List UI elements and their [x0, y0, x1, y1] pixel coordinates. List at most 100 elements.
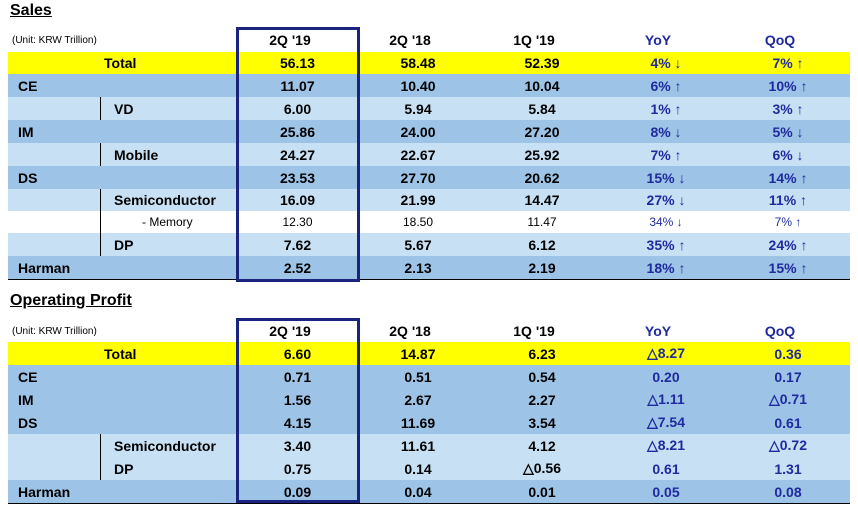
cell-yoy: 1% ↑	[650, 100, 682, 117]
cell-yoy: 8% ↓	[650, 123, 682, 140]
cell-2q19: 6.60	[283, 345, 312, 362]
table-row: - Memory 12.30 18.50 11.47 34% ↓ 7% ↑	[8, 211, 850, 234]
cell-yoy: 15% ↓	[646, 169, 686, 186]
indent-divider	[100, 97, 102, 120]
cell-2q18: 11.69	[400, 414, 436, 431]
cell-2q19: 11.07	[280, 77, 315, 94]
cell-1q19: 2.27	[528, 391, 556, 408]
sales-header-qoq: QoQ	[764, 32, 796, 48]
cell-2q19: 7.62	[283, 236, 312, 253]
table-row: DP 7.62 5.67 6.12 35% ↑ 24% ↑	[8, 233, 850, 257]
row-label: CE	[18, 368, 38, 385]
table-row: Total 6.60 14.87 6.23 △8.27 0.36	[8, 342, 850, 366]
cell-yoy: △8.21	[646, 437, 685, 453]
row-label: DP	[114, 236, 134, 253]
cell-qoq: 0.17	[774, 368, 802, 385]
cell-qoq: 10% ↑	[768, 77, 808, 94]
table-row: DP 0.75 0.14 △0.56 0.61 1.31	[8, 457, 850, 481]
cell-1q19: 0.01	[528, 483, 556, 500]
row-label: DS	[18, 169, 38, 186]
table-row: Semiconductor 16.09 21.99 14.47 27% ↓ 11% ↑	[8, 189, 850, 212]
indent-divider	[100, 457, 102, 480]
table-row: Total 56.13 58.48 52.39 4% ↓ 7% ↑	[8, 52, 850, 75]
cell-2q18: 0.51	[404, 368, 432, 385]
cell-qoq: 11% ↑	[768, 192, 808, 208]
op-header-qoq: QoQ	[764, 323, 796, 339]
cell-qoq: 7% ↑	[772, 55, 804, 71]
sales-unit: (Unit: KRW Trillion)	[12, 35, 97, 46]
cell-qoq: 3% ↑	[772, 100, 804, 117]
cell-2q18: 10.40	[400, 77, 436, 94]
cell-qoq: 14% ↑	[768, 169, 808, 186]
cell-1q19: 25.92	[524, 146, 560, 163]
row-label: Mobile	[114, 146, 159, 163]
cell-qoq: △0.72	[768, 437, 807, 453]
cell-qoq: 0.08	[774, 483, 802, 500]
sales-header-2q19: 2Q '19	[269, 32, 311, 48]
indent-divider	[100, 143, 102, 166]
cell-2q18: 0.04	[404, 483, 432, 500]
row-label: IM	[18, 123, 34, 140]
table-row: DS 23.53 27.70 20.62 15% ↓ 14% ↑	[8, 166, 850, 190]
cell-2q19: 0.71	[283, 368, 312, 385]
row-label: Harman	[18, 483, 71, 500]
table-row: IM 1.56 2.67 2.27 △1.11 △0.71	[8, 388, 850, 412]
cell-2q19: 24.27	[279, 146, 316, 163]
cell-qoq: 5% ↓	[772, 123, 804, 140]
row-label: CE	[18, 77, 38, 94]
cell-1q19: 4.12	[528, 437, 556, 454]
sales-highlight-box	[236, 27, 360, 282]
row-label: DP	[114, 460, 134, 477]
cell-2q18: 58.48	[400, 55, 436, 71]
cell-2q18: 5.67	[404, 236, 432, 253]
cell-qoq: 15% ↑	[768, 259, 808, 276]
table-row: Semiconductor 3.40 11.61 4.12 △8.21 △0.72	[8, 434, 850, 458]
cell-2q18: 2.13	[404, 259, 432, 276]
cell-2q19: 2.52	[283, 259, 312, 276]
cell-2q19: 4.15	[283, 414, 312, 431]
cell-yoy: △1.11	[647, 391, 685, 407]
cell-2q19: 1.56	[283, 391, 312, 408]
row-label: Total	[104, 55, 137, 71]
cell-2q19: 0.75	[283, 460, 312, 477]
cell-1q19: 14.47	[524, 192, 560, 208]
row-label: DS	[18, 414, 38, 431]
op-title: Operating Profit	[10, 292, 132, 309]
cell-yoy: 7% ↑	[650, 146, 682, 163]
cell-yoy: 35% ↑	[646, 236, 686, 253]
op-header-yoy: YoY	[644, 323, 672, 339]
row-label: Total	[104, 345, 137, 362]
cell-yoy: 18% ↑	[646, 259, 686, 276]
cell-qoq: 7% ↑	[774, 215, 802, 229]
cell-2q19: 3.40	[283, 437, 312, 454]
cell-1q19: 20.62	[524, 169, 560, 186]
sales-title: Sales	[10, 2, 52, 19]
cell-2q19: 6.00	[283, 100, 312, 117]
cell-2q19: 25.86	[279, 123, 316, 140]
cell-1q19: △0.56	[522, 460, 561, 476]
op-header-2q18: 2Q '18	[389, 323, 431, 339]
sales-header-yoy: YoY	[644, 32, 672, 48]
cell-2q19: 56.13	[279, 55, 316, 71]
sales-header-1q19: 1Q '19	[513, 32, 555, 48]
row-label: Semiconductor	[114, 192, 216, 208]
op-header-2q19: 2Q '19	[269, 323, 311, 339]
op-highlight-box	[236, 318, 360, 503]
cell-1q19: 0.54	[528, 368, 556, 385]
indent-divider	[100, 434, 102, 457]
row-label: Semiconductor	[114, 437, 216, 454]
table-row: DS 4.15 11.69 3.54 △7.54 0.61	[8, 411, 850, 435]
sales-header-2q18: 2Q '18	[389, 32, 431, 48]
cell-qoq: 24% ↑	[768, 236, 808, 253]
cell-yoy: △8.27	[646, 345, 685, 361]
cell-2q18: 5.94	[404, 100, 432, 117]
cell-1q19: 3.54	[528, 414, 556, 431]
cell-1q19: 6.23	[528, 345, 556, 362]
cell-yoy: △7.54	[646, 414, 685, 430]
indent-divider	[100, 233, 102, 256]
table-row: VD 6.00 5.94 5.84 1% ↑ 3% ↑	[8, 97, 850, 121]
table-row: CE 0.71 0.51 0.54 0.20 0.17	[8, 365, 850, 389]
table-row: CE 11.07 10.40 10.04 6% ↑ 10% ↑	[8, 74, 850, 98]
cell-1q19: 52.39	[524, 55, 560, 71]
cell-1q19: 10.04	[524, 77, 560, 94]
